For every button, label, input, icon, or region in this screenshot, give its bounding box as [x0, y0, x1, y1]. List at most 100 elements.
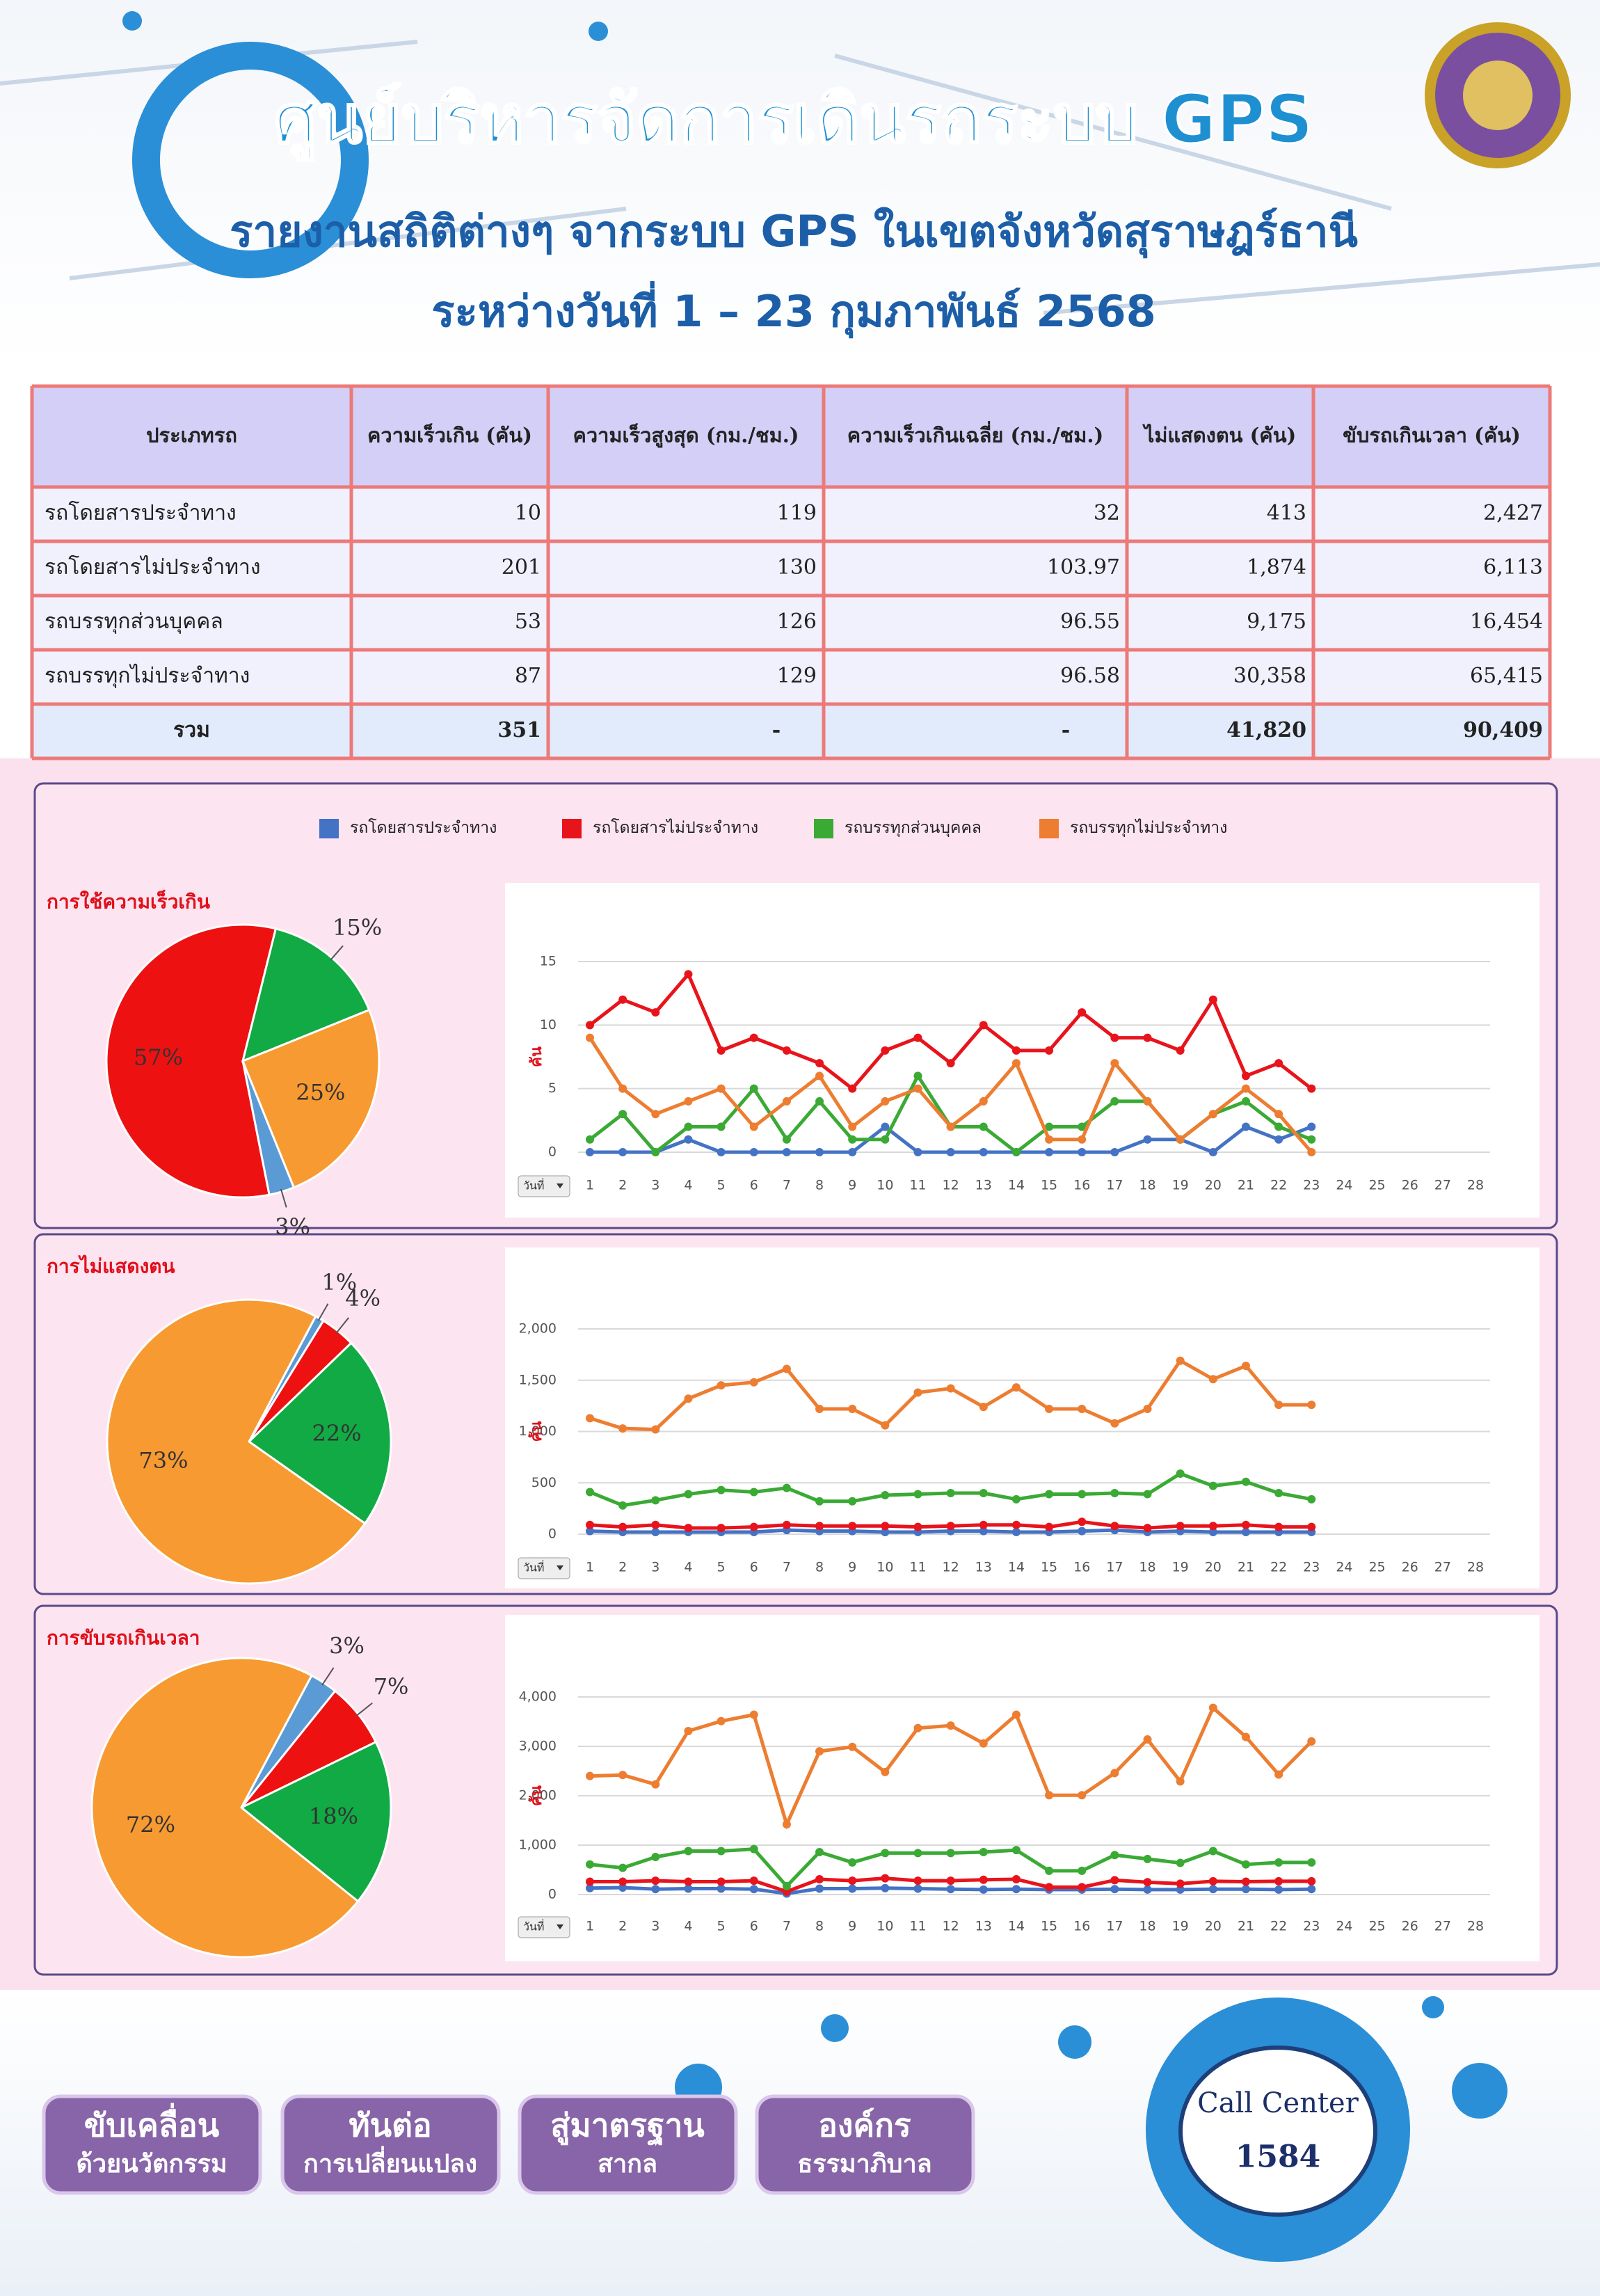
data-point — [749, 1876, 758, 1886]
data-point — [1208, 1528, 1217, 1537]
y-tick-label: 500 — [531, 1475, 557, 1490]
x-tick-label: 2 — [618, 1178, 627, 1193]
data-point — [1241, 1084, 1250, 1093]
data-point — [1176, 1522, 1185, 1531]
data-point — [1011, 1520, 1021, 1529]
footer-button-subtitle: ด้วยนวัตกรรม — [76, 2150, 227, 2178]
x-tick-label: 8 — [815, 1560, 824, 1575]
data-point — [586, 1021, 594, 1030]
data-point — [946, 1721, 955, 1730]
data-point — [1143, 1735, 1152, 1744]
x-tick-label: 5 — [717, 1919, 726, 1934]
x-tick-label: 15 — [1041, 1560, 1057, 1575]
data-point — [1274, 1489, 1283, 1497]
data-point — [586, 1148, 594, 1156]
data-point — [913, 1849, 922, 1858]
x-tick-label: 10 — [877, 1560, 893, 1575]
data-point — [913, 1084, 922, 1093]
footer-button-subtitle: สากล — [598, 2150, 657, 2178]
data-point — [815, 1522, 824, 1531]
data-point — [1307, 1122, 1316, 1131]
pie-title: การไม่แสดงตน — [47, 1255, 175, 1278]
data-point — [1110, 1148, 1119, 1156]
header-title: ศูนย์บริหารจัดการเดินรถระบบ GPS — [274, 80, 1313, 161]
data-point — [1011, 1148, 1021, 1156]
data-point — [1011, 1710, 1021, 1719]
x-tick-label: 25 — [1368, 1178, 1385, 1193]
data-point — [618, 1148, 627, 1156]
data-point — [782, 1364, 791, 1373]
x-tick-label: 26 — [1402, 1560, 1418, 1575]
x-tick-label: 5 — [717, 1560, 726, 1575]
data-point — [1045, 1122, 1054, 1131]
data-point — [749, 1148, 758, 1156]
data-point — [946, 1522, 955, 1531]
data-point — [684, 1847, 693, 1856]
data-point — [815, 1874, 824, 1883]
legend-swatch — [319, 819, 339, 838]
data-point — [979, 1520, 988, 1529]
x-tick-label: 12 — [943, 1919, 959, 1934]
footer-button-title: ทันต่อ — [349, 2107, 431, 2144]
data-point — [651, 1528, 660, 1537]
table-cell: 9,175 — [1247, 609, 1306, 634]
data-point — [881, 1490, 890, 1499]
data-point — [1045, 1522, 1054, 1531]
data-point — [1011, 1528, 1021, 1537]
table-cell: 201 — [502, 555, 541, 580]
data-point — [913, 1033, 922, 1042]
filter-label: วันที่ — [523, 1919, 544, 1934]
x-tick-label: 27 — [1434, 1178, 1451, 1193]
pie-label: 15% — [333, 914, 382, 941]
y-tick-label: 1,500 — [519, 1372, 557, 1387]
x-tick-label: 17 — [1106, 1178, 1123, 1193]
data-point — [717, 1381, 726, 1390]
filter-button — [518, 1557, 570, 1579]
data-point — [1176, 1356, 1185, 1365]
filter-arrow — [557, 1183, 563, 1188]
legend-swatch — [1039, 819, 1059, 838]
data-point — [979, 1739, 988, 1748]
x-tick-label: 20 — [1205, 1919, 1222, 1934]
table-cell: รถโดยสารไม่ประจำทาง — [45, 555, 261, 580]
pie-title: การขับรถเกินเวลา — [47, 1627, 200, 1650]
table-cell: รถบรรทุกไม่ประจำทาง — [45, 663, 250, 689]
data-point — [913, 1723, 922, 1732]
data-point — [782, 1483, 791, 1492]
x-tick-label: 13 — [975, 1178, 992, 1193]
x-tick-label: 24 — [1336, 1919, 1352, 1934]
data-point — [651, 1110, 660, 1119]
table-cell: 65,415 — [1470, 664, 1543, 688]
legend-label: รถบรรทุกส่วนบุคคล — [845, 819, 982, 837]
x-tick-label: 23 — [1303, 1560, 1320, 1575]
data-point — [749, 1033, 758, 1042]
table-header: ความเร็วเกินเฉลี่ย (กม./ชม.) — [847, 421, 1103, 447]
data-point — [1143, 1097, 1152, 1106]
logo — [1425, 22, 1571, 168]
filter-button — [518, 1175, 570, 1197]
data-point — [717, 1046, 726, 1055]
data-point — [1143, 1490, 1152, 1499]
data-point — [1110, 1851, 1119, 1860]
pie-leader — [321, 1667, 335, 1686]
table-cell: 2,427 — [1483, 501, 1543, 525]
x-tick-label: 11 — [909, 1919, 926, 1934]
filter-arrow — [557, 1924, 563, 1929]
data-point — [586, 1135, 594, 1144]
data-point — [1307, 1885, 1316, 1894]
data-point — [848, 1135, 857, 1144]
table-header: ความเร็วสูงสุด (กม./ชม.) — [573, 423, 799, 448]
x-tick-label: 23 — [1303, 1919, 1320, 1934]
data-point — [1307, 1876, 1316, 1886]
table-header-bg — [32, 386, 1550, 487]
table-cell: รถบรรทุกส่วนบุคคล — [45, 609, 223, 635]
data-point — [913, 1876, 922, 1886]
data-point — [1011, 1059, 1021, 1068]
x-tick-label: 16 — [1073, 1919, 1090, 1934]
data-point — [1045, 1046, 1054, 1055]
data-point — [1078, 1405, 1087, 1414]
data-point — [717, 1877, 726, 1886]
data-point — [1176, 1046, 1185, 1055]
table-cell: 90,409 — [1463, 718, 1543, 742]
data-point — [684, 1524, 693, 1533]
